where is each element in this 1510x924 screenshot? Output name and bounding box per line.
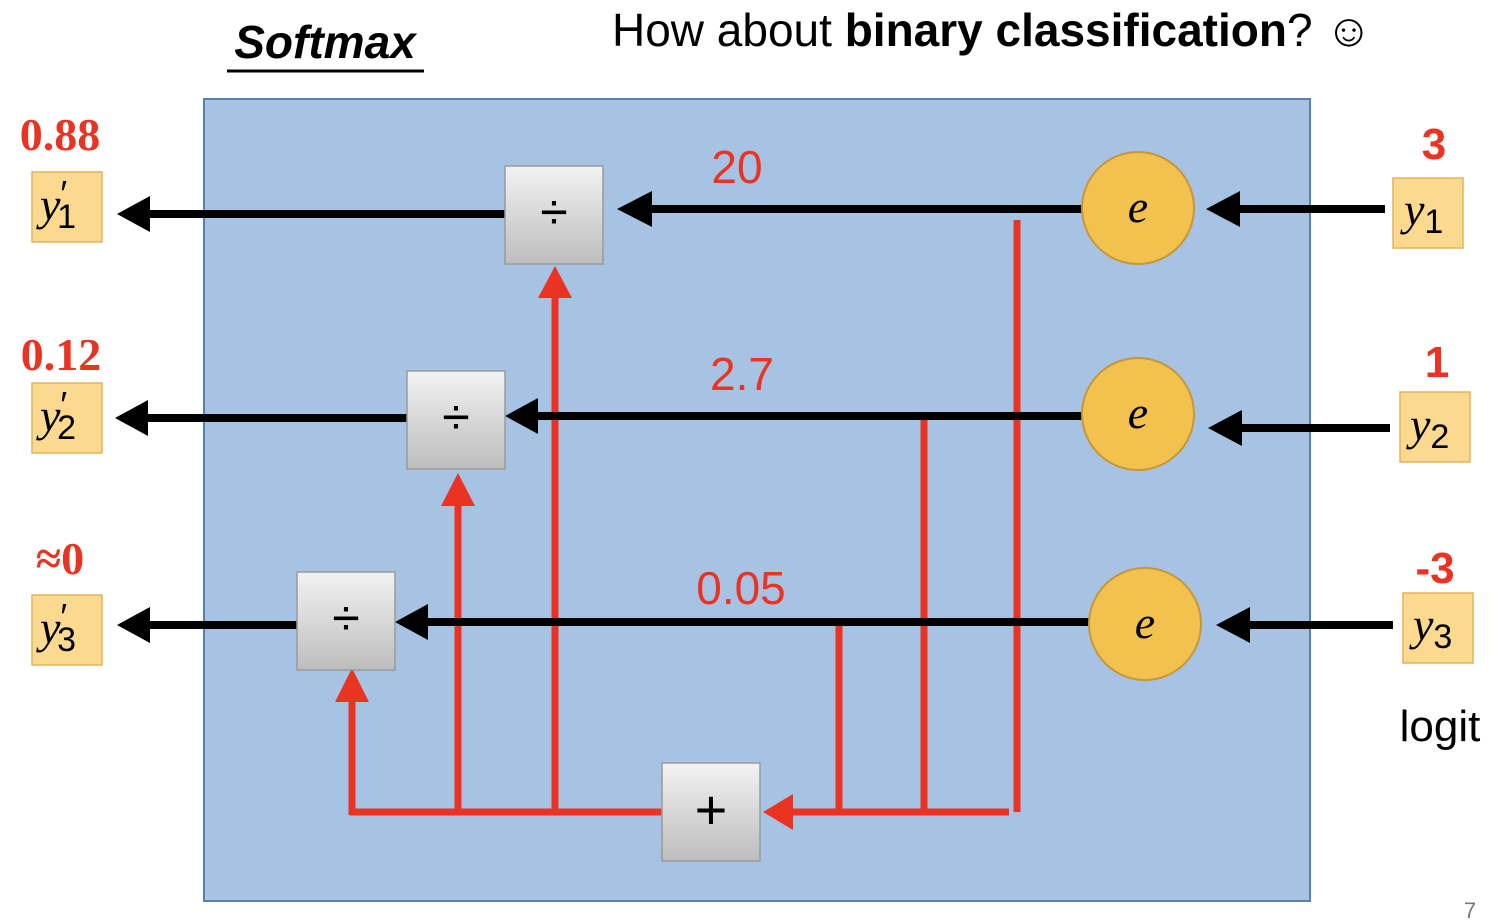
logit-value-3: -3 xyxy=(1415,544,1454,593)
input-var-3: y3 xyxy=(1409,599,1452,656)
sum-box: + xyxy=(661,762,761,862)
exp-node-2: e xyxy=(1081,357,1195,471)
input-label-2: y2 xyxy=(1399,391,1471,463)
exp-circle-3 xyxy=(1088,567,1202,681)
divide-rect-2 xyxy=(406,370,506,470)
input-label-box-1 xyxy=(1392,177,1464,249)
input-var-symbol-3: y xyxy=(1409,599,1434,650)
riser-arrowhead-1 xyxy=(538,266,572,298)
signal-arrowheads xyxy=(115,191,1250,643)
output-arrowhead-2 xyxy=(115,400,148,436)
prob-value-2: 0.12 xyxy=(21,329,102,380)
output-label-box-1 xyxy=(31,171,103,243)
input-label-3: y3 xyxy=(1402,592,1474,664)
prob-value-3: ≈0 xyxy=(36,533,84,584)
input-var-2: y2 xyxy=(1406,399,1449,456)
output-var-prime-1: ′ xyxy=(60,173,67,214)
logit-value-2: 1 xyxy=(1425,338,1449,387)
output-var-symbol-1: y xyxy=(36,179,61,230)
output-var-2: y′ 2 xyxy=(36,384,76,447)
riser-arrowhead-3 xyxy=(335,668,369,702)
page-number: 7 xyxy=(1464,898,1476,923)
exp-symbol-1: e xyxy=(1128,181,1148,232)
subtitle-emphasis: binary classification xyxy=(845,4,1287,56)
divide-rect-3 xyxy=(296,571,396,671)
input-var-sub-2: 2 xyxy=(1430,418,1449,456)
sum-network xyxy=(348,220,1021,816)
output-label-3: y′ 3 xyxy=(31,594,103,666)
output-var-1: y′ 1 xyxy=(36,173,76,236)
exp-value-1: 20 xyxy=(711,141,762,193)
output-var-symbol-3: y xyxy=(36,602,61,653)
output-var-3: y′ 3 xyxy=(36,596,76,659)
divide-icon-1: ÷ xyxy=(540,184,567,240)
exp-symbol-3: e xyxy=(1135,597,1155,648)
exp-value-2: 2.7 xyxy=(710,348,774,400)
output-var-prime-3: ′ xyxy=(60,596,67,637)
input-label-box-3 xyxy=(1402,592,1474,664)
exp-circle-2 xyxy=(1081,357,1195,471)
output-label-box-2 xyxy=(31,382,103,454)
logit-value-1: 3 xyxy=(1422,120,1446,169)
output-var-sub-2: 2 xyxy=(57,409,76,447)
subtitle: How about binary classification? ☺ xyxy=(612,4,1372,56)
output-arrowhead-1 xyxy=(117,196,150,232)
exp-symbol-2: e xyxy=(1128,387,1148,438)
sum-input-arrowhead xyxy=(763,794,793,830)
divide-box-2: ÷ xyxy=(406,370,506,470)
divide-box-1: ÷ xyxy=(504,165,604,265)
exp-arrowhead-2 xyxy=(505,398,538,434)
output-label-2: y′ 2 xyxy=(31,382,103,454)
subtitle-suffix: ? ☺ xyxy=(1287,4,1372,56)
prob-value-1: 0.88 xyxy=(20,109,101,160)
output-label-1: y′ 1 xyxy=(31,171,103,243)
output-var-sub-1: 1 xyxy=(57,198,76,236)
input-label-1: y1 xyxy=(1392,177,1464,249)
exp-arrowhead-1 xyxy=(617,191,652,227)
exp-circle-1 xyxy=(1081,151,1195,265)
logit-label: logit xyxy=(1400,702,1481,751)
input-var-sub-1: 1 xyxy=(1424,203,1443,241)
output-label-box-3 xyxy=(31,594,103,666)
input-var-1: y1 xyxy=(1400,184,1443,241)
output-var-prime-2: ′ xyxy=(60,384,67,425)
signal-lines xyxy=(146,205,1393,629)
diagram-title: Softmax xyxy=(234,16,418,68)
divide-box-3: ÷ xyxy=(296,571,396,671)
exp-value-3: 0.05 xyxy=(696,562,786,614)
subtitle-prefix: How about xyxy=(612,4,845,56)
input-arrowhead-3 xyxy=(1216,607,1250,643)
output-var-sub-3: 3 xyxy=(57,621,76,659)
exp-node-3: e xyxy=(1088,567,1202,681)
output-arrowhead-3 xyxy=(117,607,150,643)
divide-icon-3: ÷ xyxy=(332,590,359,646)
sum-rect xyxy=(661,762,761,862)
exp-node-1: e xyxy=(1081,151,1195,265)
divide-rect-1 xyxy=(504,165,604,265)
output-var-symbol-2: y xyxy=(36,390,61,441)
input-arrowhead-1 xyxy=(1206,191,1240,227)
divide-icon-2: ÷ xyxy=(442,389,469,445)
riser-arrowhead-2 xyxy=(441,473,475,506)
sum-network-arrowheads xyxy=(335,266,793,830)
input-var-symbol-1: y xyxy=(1400,184,1425,235)
plus-icon: + xyxy=(695,778,728,841)
exp-arrowhead-3 xyxy=(395,604,428,640)
input-var-symbol-2: y xyxy=(1406,399,1431,450)
input-var-sub-3: 3 xyxy=(1433,618,1452,656)
input-arrowhead-2 xyxy=(1208,410,1242,446)
input-label-box-2 xyxy=(1399,391,1471,463)
